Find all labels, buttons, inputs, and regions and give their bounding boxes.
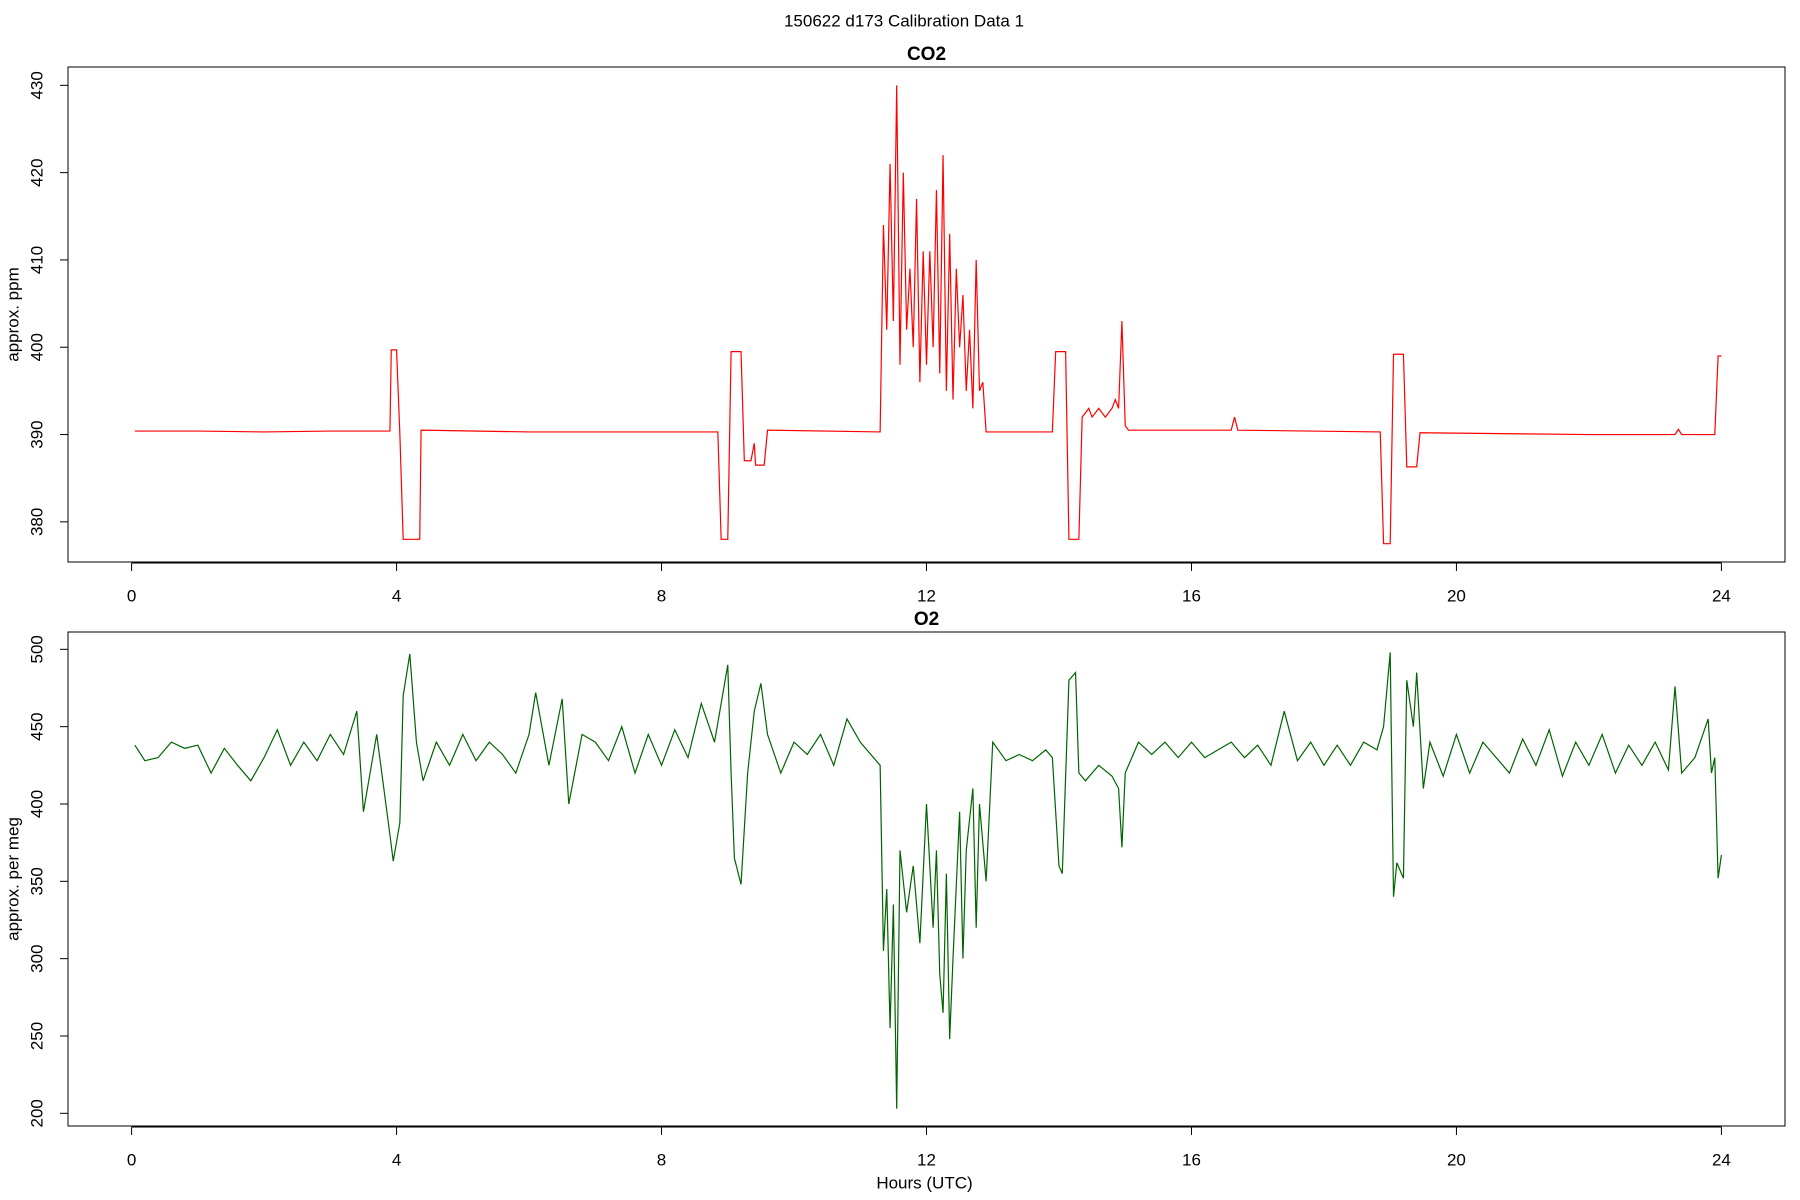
x-tick-label: 0 bbox=[127, 1150, 136, 1169]
x-tick-label: 4 bbox=[392, 1150, 401, 1169]
data-line bbox=[134, 85, 1722, 545]
x-tick-label: 20 bbox=[1447, 586, 1466, 605]
x-tick-label: 8 bbox=[657, 586, 666, 605]
chart-title: CO2 bbox=[907, 44, 946, 65]
plot-frame bbox=[67, 631, 1786, 1127]
x-tick-label: 0 bbox=[127, 586, 136, 605]
y-axis-title: approx. ppm bbox=[3, 267, 22, 362]
y-tick-label: 410 bbox=[27, 246, 46, 274]
plot-frame bbox=[67, 66, 1786, 563]
y-tick-label: 500 bbox=[27, 635, 46, 663]
x-axis-title: Hours (UTC) bbox=[876, 1173, 972, 1192]
x-tick-label: 24 bbox=[1712, 586, 1731, 605]
x-tick-label: 12 bbox=[917, 586, 936, 605]
x-tick-label: 16 bbox=[1182, 586, 1201, 605]
x-tick-label: 4 bbox=[392, 586, 401, 605]
y-tick-label: 390 bbox=[27, 420, 46, 448]
x-tick-label: 16 bbox=[1182, 1150, 1201, 1169]
x-tick-label: 24 bbox=[1712, 1150, 1731, 1169]
y-tick-label: 400 bbox=[27, 790, 46, 818]
figure-title: 150622 d173 Calibration Data 1 bbox=[784, 11, 1024, 30]
y-axis-title: approx. per meg bbox=[3, 817, 22, 941]
chart-title: O2 bbox=[914, 609, 939, 630]
y-tick-label: 200 bbox=[27, 1099, 46, 1127]
y-tick-label: 430 bbox=[27, 71, 46, 99]
x-tick-label: 20 bbox=[1447, 1150, 1466, 1169]
y-tick-label: 400 bbox=[27, 333, 46, 361]
data-line bbox=[134, 652, 1723, 1109]
y-tick-label: 380 bbox=[27, 508, 46, 536]
y-tick-label: 300 bbox=[27, 944, 46, 972]
y-tick-label: 450 bbox=[27, 712, 46, 740]
x-tick-label: 8 bbox=[657, 1150, 666, 1169]
y-tick-label: 420 bbox=[27, 158, 46, 186]
x-tick-label: 12 bbox=[917, 1150, 936, 1169]
y-tick-label: 250 bbox=[27, 1022, 46, 1050]
y-tick-label: 350 bbox=[27, 867, 46, 895]
